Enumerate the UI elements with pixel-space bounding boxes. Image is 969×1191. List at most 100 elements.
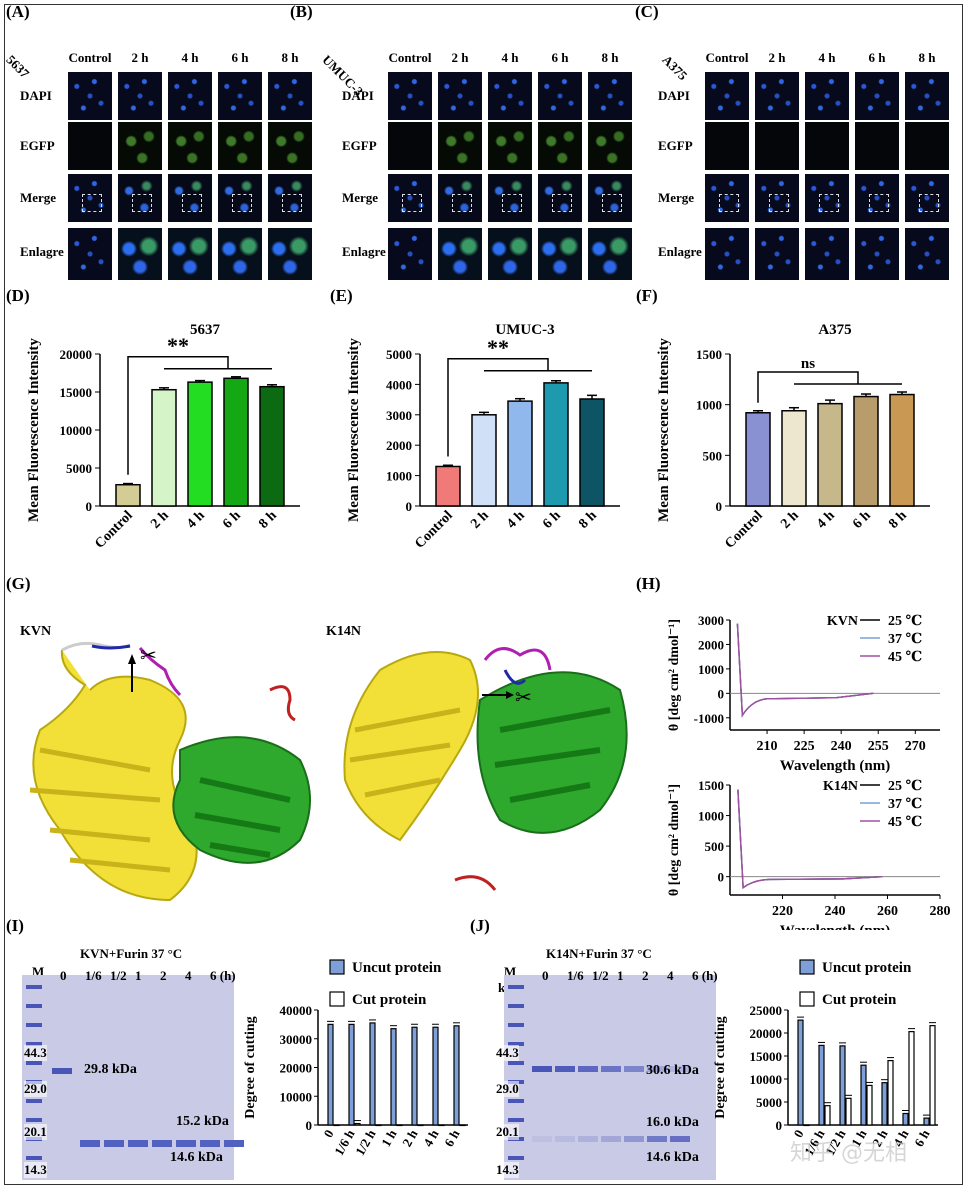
micrograph-tile — [118, 72, 162, 120]
micrograph-tile — [118, 228, 162, 280]
band-size-label: 14.6 kDa — [646, 1150, 699, 1165]
x-tick-label: 6 h — [850, 508, 874, 532]
gel-band — [578, 1136, 598, 1142]
y-tick-label: 0 — [718, 870, 725, 885]
micrograph-tile — [855, 122, 899, 170]
micrograph-tile — [68, 228, 112, 280]
bar — [902, 1112, 909, 1126]
cd-series-line — [737, 789, 883, 889]
band-size-label: 14.6 kDa — [170, 1150, 223, 1165]
y-tick-label: 2000 — [386, 438, 412, 453]
bar — [797, 1019, 804, 1126]
x-tick-label: 6 h — [911, 1126, 933, 1149]
x-tick-label: 4 h — [814, 508, 838, 532]
marker-size-label: 14.3 — [496, 1162, 519, 1178]
row-label: Enlagre — [20, 244, 64, 259]
panel-label-j: (J) — [470, 916, 490, 935]
gel-band — [555, 1136, 575, 1142]
bar — [151, 388, 177, 507]
bar — [818, 1044, 825, 1126]
legend-label: 37 ℃ — [888, 632, 923, 647]
legend-title: K14N — [823, 779, 858, 794]
zoom-box — [232, 194, 252, 212]
lane-label: 0 — [60, 968, 67, 983]
x-tick-label: 0 — [320, 1127, 336, 1140]
bar — [459, 1124, 466, 1127]
x-tick-label: 8 h — [256, 508, 280, 532]
column-label: 4 h — [181, 50, 199, 65]
micrograph-tile — [855, 228, 899, 280]
micrograph-tile — [905, 228, 949, 280]
gel-title: KVN+Furin 37 °C — [80, 946, 183, 961]
panel-label-g: (G) — [6, 574, 31, 593]
legend-label: Cut protein — [822, 992, 897, 1008]
y-axis-label: θ [deg cm² dmol⁻¹] — [667, 784, 682, 896]
micrograph-tile — [538, 228, 582, 280]
panel-label-c: (C) — [635, 2, 659, 21]
panel-label-b: (B) — [290, 2, 313, 21]
legend-label: Cut protein — [352, 992, 427, 1008]
x-tick-label: 2 h — [399, 1126, 421, 1149]
legend-swatch — [329, 959, 345, 975]
y-tick-label: 40000 — [280, 1003, 313, 1018]
k14n-scissors-icon: ✂ — [515, 687, 532, 709]
bar — [908, 1031, 915, 1126]
panel-label-i: (I) — [6, 916, 24, 935]
figure-frame — [4, 4, 963, 1185]
lane-label: 1/6 — [567, 968, 584, 983]
significance-label: ** — [167, 333, 189, 358]
gel-band — [578, 1066, 598, 1072]
micrograph-tile — [805, 228, 849, 280]
bar — [579, 398, 605, 507]
bar — [417, 1124, 424, 1127]
y-axis-label: Mean Fluorescence Intensity — [346, 338, 362, 522]
column-label: 4 h — [501, 50, 519, 65]
ladder-band — [26, 1004, 42, 1008]
y-tick-label: 1500 — [696, 347, 722, 362]
y-tick-label: 20000 — [750, 1026, 783, 1041]
row-label: Merge — [658, 190, 695, 205]
lane-label: 1 — [135, 968, 142, 983]
structure-label-k14n: K14N — [326, 624, 361, 639]
micrograph-tile — [488, 122, 532, 170]
cutting-chart-k14n-svg: Uncut protein Cut protein 0 5000 10000 15000 2… — [713, 959, 938, 1158]
marker-size-label: 20.1 — [24, 1124, 47, 1140]
cd-series-line — [736, 623, 874, 718]
zoom-box — [552, 194, 572, 212]
chart-5637: 5637 Mean Fluorescence Intensity 0 5000 1000… — [26, 322, 300, 552]
y-tick-label: 5000 — [66, 461, 92, 476]
gel-band — [624, 1136, 644, 1142]
panel-label-f: (F) — [636, 286, 658, 305]
y-tick-label: 20000 — [60, 347, 93, 362]
micrograph-tile — [705, 122, 749, 170]
panel-label-a: (A) — [6, 2, 30, 21]
gel-band — [670, 1136, 690, 1142]
y-tick-label: 1500 — [698, 778, 724, 793]
micrograph-tile — [118, 122, 162, 170]
row-label: EGFP — [342, 138, 377, 153]
band-size-label: 16.0 kDa — [646, 1115, 699, 1130]
protein-structures: ✂ ✂ — [29, 641, 628, 902]
bar — [259, 385, 285, 507]
bar — [853, 395, 879, 507]
y-tick-label: 5000 — [756, 1095, 782, 1110]
bar — [369, 1022, 376, 1126]
y-axis-label: Mean Fluorescence Intensity — [656, 338, 672, 522]
x-tick-label: Control — [92, 508, 136, 552]
micrograph-tile — [905, 174, 949, 222]
zoom-box — [819, 194, 839, 212]
column-label: Control — [388, 50, 432, 65]
cutting-chart-kvn-svg: Uncut protein Cut protein 0 10000 20000 30000… — [243, 959, 468, 1158]
micrograph-tile — [168, 72, 212, 120]
significance-label: ** — [487, 335, 509, 360]
x-tick-label: 6 h — [441, 1126, 463, 1149]
micrograph-tile — [855, 72, 899, 120]
x-tick-label: 260 — [877, 904, 898, 919]
zoom-box — [719, 194, 739, 212]
gel-band — [601, 1136, 621, 1142]
gel-band — [200, 1140, 220, 1147]
micrograph-tile — [388, 122, 432, 170]
x-axis-label: Wavelength (nm) — [780, 923, 890, 930]
bar — [453, 1025, 460, 1126]
column-label: 2 h — [131, 50, 149, 65]
